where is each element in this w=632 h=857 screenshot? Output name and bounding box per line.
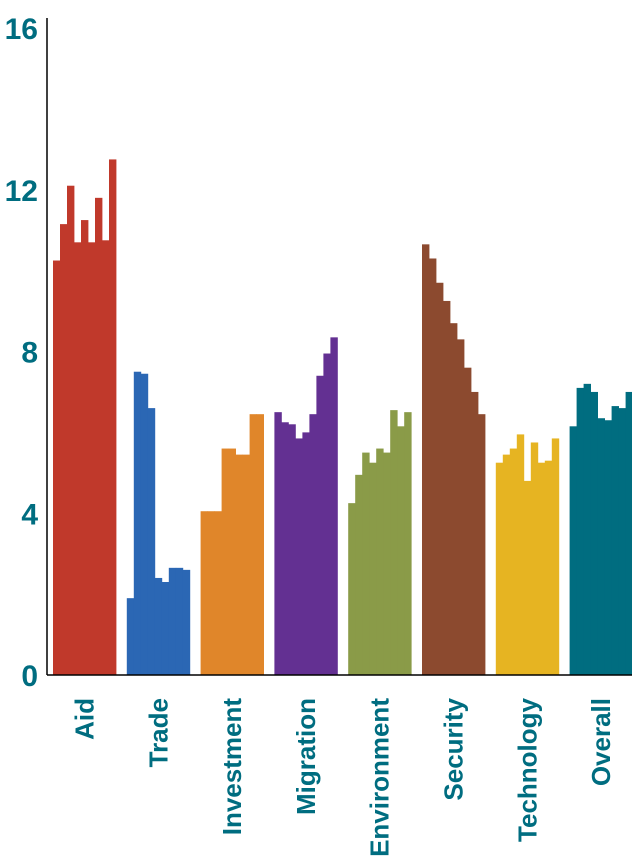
- bar: [509, 448, 518, 675]
- bar: [207, 511, 215, 675]
- bar: [109, 159, 117, 676]
- bar: [457, 339, 465, 675]
- y-tick-label: 4: [21, 498, 38, 531]
- bar: [383, 452, 391, 675]
- x-tick-label: Overall: [586, 698, 616, 786]
- bar: [478, 414, 486, 675]
- bar: [147, 408, 156, 675]
- bar: [369, 462, 377, 675]
- x-tick-label: Environment: [365, 698, 395, 857]
- bar: [53, 260, 61, 675]
- bar: [88, 242, 96, 675]
- bar: [102, 240, 110, 676]
- bar: [330, 337, 338, 675]
- bar: [288, 424, 296, 675]
- bar: [95, 197, 103, 675]
- bar-group-environment: [348, 410, 412, 675]
- bar: [281, 422, 289, 675]
- bar: [576, 387, 584, 675]
- bar: [60, 224, 68, 675]
- y-tick-label: 16: [5, 13, 38, 46]
- bar: [569, 426, 577, 675]
- bar: [81, 220, 89, 675]
- bar: [126, 598, 135, 675]
- bar-group-migration: [274, 337, 338, 676]
- bar-group-aid: [53, 159, 117, 676]
- bar: [583, 383, 591, 675]
- bar-group-investment: [200, 414, 264, 675]
- bar: [221, 448, 229, 675]
- bar: [214, 511, 222, 675]
- bar: [516, 434, 525, 675]
- bar: [530, 442, 539, 675]
- bar: [256, 414, 264, 675]
- bar: [544, 460, 553, 675]
- bar: [274, 412, 282, 675]
- bar: [397, 426, 405, 675]
- bar: [429, 258, 437, 675]
- bar: [295, 438, 303, 675]
- x-tick-label: Technology: [512, 697, 542, 842]
- bar: [443, 300, 451, 675]
- bar: [323, 353, 331, 675]
- bar: [161, 581, 170, 675]
- x-tick-label: Trade: [143, 698, 173, 767]
- bar-group-technology: [495, 434, 560, 675]
- bar: [133, 371, 142, 675]
- bar: [200, 511, 208, 675]
- bar: [249, 414, 257, 675]
- bar: [551, 438, 560, 675]
- y-tick-label: 12: [5, 175, 38, 208]
- bar: [242, 454, 250, 675]
- x-tick-label: Aid: [70, 698, 100, 740]
- x-tick-label: Security: [439, 697, 469, 800]
- bar: [471, 391, 479, 675]
- bar: [436, 282, 444, 675]
- bar: [175, 567, 184, 675]
- bar: [140, 373, 149, 675]
- bar: [154, 577, 163, 675]
- bar: [502, 454, 511, 675]
- bar: [495, 462, 504, 675]
- bar: [235, 454, 243, 675]
- bar-group-security: [422, 244, 486, 675]
- bar: [390, 410, 398, 675]
- bar: [376, 448, 384, 675]
- bar: [618, 408, 626, 675]
- bars-layer: [53, 159, 632, 676]
- x-tick-label: Investment: [217, 698, 247, 836]
- bar: [523, 480, 532, 675]
- bar: [74, 242, 82, 675]
- x-labels-layer: Aid Trade Investment Migration Environment Se…: [70, 697, 617, 856]
- bar: [604, 420, 612, 675]
- bar: [404, 412, 412, 675]
- bar: [464, 367, 472, 675]
- bar: [355, 474, 363, 675]
- bar: [422, 244, 430, 675]
- bar: [597, 418, 605, 675]
- y-ticks-layer: 0 4 8 12 16: [5, 13, 39, 693]
- bar: [611, 406, 619, 675]
- bar: [309, 414, 317, 675]
- bar: [625, 391, 632, 675]
- bar: [67, 185, 75, 675]
- bar: [590, 391, 598, 675]
- y-tick-label: 0: [21, 660, 38, 693]
- bar: [537, 462, 546, 675]
- bar: [316, 375, 324, 675]
- x-tick-label: Migration: [291, 698, 321, 815]
- y-tick-label: 8: [21, 337, 38, 370]
- bar: [228, 448, 236, 675]
- bar: [302, 432, 310, 676]
- bar: [348, 503, 356, 675]
- bar: [168, 567, 177, 675]
- bar-group-overall: [569, 383, 632, 675]
- bar: [362, 452, 370, 675]
- bar: [182, 569, 191, 675]
- bar-group-trade: [126, 371, 191, 675]
- bar: [450, 323, 458, 675]
